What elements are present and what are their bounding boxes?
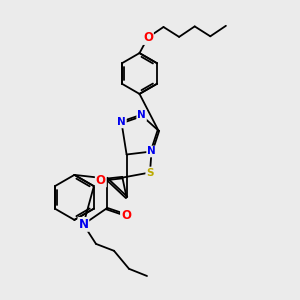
- Text: S: S: [146, 167, 154, 178]
- Text: O: O: [96, 173, 106, 187]
- Text: O: O: [143, 31, 153, 44]
- Text: N: N: [78, 218, 88, 231]
- Text: N: N: [147, 146, 156, 157]
- Text: N: N: [137, 110, 146, 121]
- Text: N: N: [117, 117, 126, 128]
- Text: O: O: [121, 208, 131, 222]
